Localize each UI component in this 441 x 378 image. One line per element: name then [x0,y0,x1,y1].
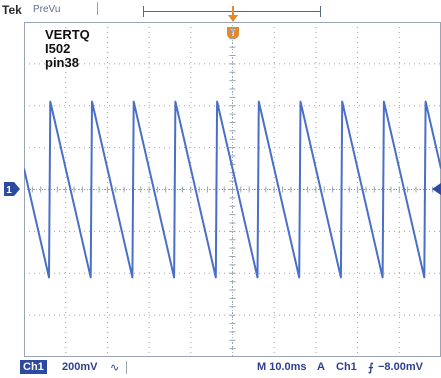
trigger-source[interactable]: Ch1 [336,361,357,373]
horizontal-scale[interactable]: M 10.0ms [257,361,307,373]
trigger-position-icon[interactable] [228,6,238,22]
channel1-ground-marker[interactable]: 1 [4,182,20,196]
overlay-annotation: VERTQ I502 pin38 [45,28,90,70]
channel1-trace [24,100,441,279]
bottom-divider [126,361,127,374]
overlay-line-2: I502 [45,41,71,56]
grid-lines [24,22,441,357]
top-status-bar: Tek PreVu [0,0,441,22]
sawtooth-waveform [24,100,441,279]
graticule [24,22,441,357]
brand-label: Tek [2,3,22,17]
trigger-slope-icon: ⨍ [368,362,374,374]
overlay-line-3: pin38 [45,55,79,70]
trigger-level[interactable]: −8.00mV [378,361,423,373]
trigger-mode[interactable]: A [317,361,325,373]
top-divider [97,2,98,15]
acquisition-state: PreVu [33,4,61,15]
bottom-status-bar: Ch1 200mV ∿ M 10.0ms A Ch1 ⨍ −8.00mV [0,358,441,378]
svg-text:1: 1 [6,185,12,196]
overlay-line-1: VERTQ [45,27,90,42]
channel1-badge[interactable]: Ch1 [20,360,47,374]
bandwidth-limit-icon: ∿ [110,362,120,374]
trigger-level-arrow-icon[interactable] [428,183,441,195]
vertical-scale[interactable]: 200mV [62,361,98,373]
